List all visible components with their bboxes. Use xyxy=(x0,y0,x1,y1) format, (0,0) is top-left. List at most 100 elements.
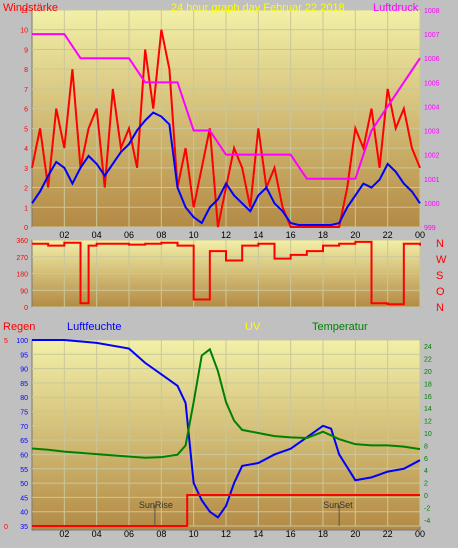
y-left-tick-label: 90 xyxy=(20,367,28,374)
y-left-tick-label: 4 xyxy=(24,146,28,153)
y-right-tick-label: 8 xyxy=(424,443,428,450)
y-right-tick-label: 1000 xyxy=(424,201,440,208)
series-luftdruck xyxy=(32,33,421,180)
y-right-tick-label: 22 xyxy=(424,357,432,364)
direction-tick-label: 360 xyxy=(16,238,28,245)
direction-tick-label: 0 xyxy=(24,305,28,312)
temperature-label: Temperatur xyxy=(312,321,368,333)
x-tick-label: 20 xyxy=(350,529,360,539)
x-tick-label: 14 xyxy=(253,529,263,539)
x-tick-label: 00 xyxy=(415,529,425,539)
series-wind-direction xyxy=(32,240,421,306)
y-left-tick-label: 35 xyxy=(20,524,28,531)
y-left-tick-label: 3 xyxy=(24,166,28,173)
series-uv xyxy=(32,494,420,527)
direction-tick-label: 180 xyxy=(16,272,28,279)
y-left-tick-label: 95 xyxy=(20,352,28,359)
y-right-tick-label: 14 xyxy=(424,406,432,413)
y-right-tick-label: 6 xyxy=(424,456,428,463)
x-tick-label: 12 xyxy=(221,230,231,240)
x-tick-label: 12 xyxy=(221,529,231,539)
y-right-tick-label: 1001 xyxy=(424,177,440,184)
direction-tick-label: 270 xyxy=(16,255,28,262)
y-right-tick-label: 2 xyxy=(424,481,428,488)
y-right-tick-label: 1006 xyxy=(424,56,440,63)
x-tick-label: 16 xyxy=(286,230,296,240)
y-right-tick-label: 24 xyxy=(424,344,432,351)
y-left-tick-label: 45 xyxy=(20,495,28,502)
y-right-tick-label: 999 xyxy=(424,225,436,232)
x-tick-label: 20 xyxy=(350,230,360,240)
x-tick-label: 04 xyxy=(92,230,102,240)
y-right-tick-label: 1002 xyxy=(424,153,440,160)
x-tick-label: 10 xyxy=(189,529,199,539)
rain-tick-label: 0 xyxy=(4,524,8,531)
pressure-label: Luftdruck xyxy=(373,2,419,14)
x-tick-label: 06 xyxy=(124,230,134,240)
uv-label: UV xyxy=(245,321,261,333)
y-right-tick-label: 1004 xyxy=(424,104,440,111)
y-left-tick-label: 65 xyxy=(20,438,28,445)
y-left-tick-label: 5 xyxy=(24,126,28,133)
compass-label: S xyxy=(436,270,443,282)
sun-annotation: SunRise xyxy=(139,500,173,510)
x-tick-label: 08 xyxy=(156,230,166,240)
y-right-tick-label: 1007 xyxy=(424,32,440,39)
y-left-tick-label: 10 xyxy=(20,28,28,35)
x-tick-label: 10 xyxy=(189,230,199,240)
x-tick-label: 08 xyxy=(156,529,166,539)
y-right-tick-label: 0 xyxy=(424,493,428,500)
compass-label: N xyxy=(436,302,444,314)
x-tick-label: 06 xyxy=(124,529,134,539)
y-right-tick-label: 1008 xyxy=(424,8,440,15)
y-right-tick-label: 10 xyxy=(424,431,432,438)
y-left-tick-label: 6 xyxy=(24,107,28,114)
y-right-tick-label: 1003 xyxy=(424,129,440,136)
x-tick-label: 00 xyxy=(415,230,425,240)
x-tick-label: 04 xyxy=(92,529,102,539)
x-tick-label: 02 xyxy=(59,529,69,539)
direction-tick-label: 90 xyxy=(20,288,28,295)
y-left-tick-label: 0 xyxy=(24,225,28,232)
x-tick-label: 22 xyxy=(383,529,393,539)
y-left-tick-label: 11 xyxy=(21,8,28,15)
y-left-tick-label: 9 xyxy=(24,47,28,54)
rain-tick-label: 5 xyxy=(4,338,8,345)
compass-label: W xyxy=(436,254,447,266)
series-windstärke-avg xyxy=(31,111,421,227)
y-left-tick-label: 1 xyxy=(24,205,28,212)
y-right-tick-label: -4 xyxy=(424,518,430,525)
x-tick-label: 22 xyxy=(383,230,393,240)
y-left-tick-label: 2 xyxy=(24,186,28,193)
y-right-tick-label: 20 xyxy=(424,369,432,376)
y-left-tick-label: 70 xyxy=(20,424,28,431)
compass-label: N xyxy=(436,238,444,250)
y-right-tick-label: 16 xyxy=(424,394,432,401)
y-left-tick-label: 55 xyxy=(20,467,28,474)
y-left-tick-label: 50 xyxy=(20,481,28,488)
y-left-tick-label: 40 xyxy=(20,510,28,517)
y-left-tick-label: 60 xyxy=(20,452,28,459)
y-left-tick-label: 80 xyxy=(20,395,28,402)
y-left-tick-label: 85 xyxy=(20,381,28,388)
compass-label: O xyxy=(436,286,445,298)
series-luftfeuchte xyxy=(32,339,421,519)
y-left-tick-label: 100 xyxy=(16,338,28,345)
y-left-tick-label: 8 xyxy=(24,67,28,74)
y-right-tick-label: -2 xyxy=(424,505,430,512)
y-right-tick-label: 12 xyxy=(424,419,432,426)
y-right-tick-label: 4 xyxy=(424,468,428,475)
y-right-tick-label: 1005 xyxy=(424,80,440,87)
humidity-label: Luftfeuchte xyxy=(67,321,121,333)
y-left-tick-label: 7 xyxy=(24,87,28,94)
x-tick-label: 14 xyxy=(253,230,263,240)
y-left-tick-label: 75 xyxy=(20,410,28,417)
x-tick-label: 16 xyxy=(286,529,296,539)
wind-label: Windstärke xyxy=(3,2,58,14)
rain-label: Regen xyxy=(3,321,35,333)
series-windstärke-gust xyxy=(31,29,421,228)
x-tick-label: 18 xyxy=(318,230,328,240)
x-tick-label: 18 xyxy=(318,529,328,539)
